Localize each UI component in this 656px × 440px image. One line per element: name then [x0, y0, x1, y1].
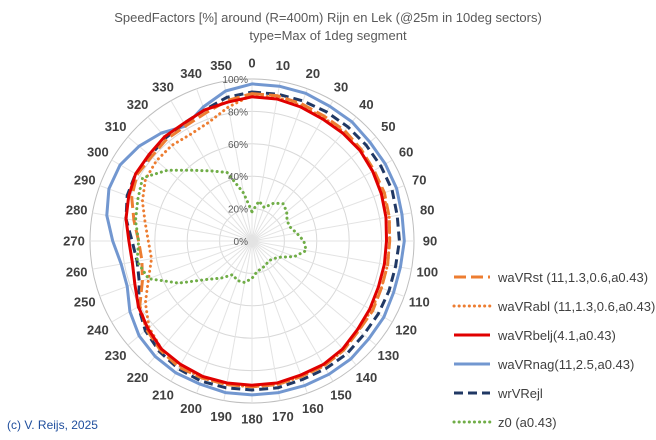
- series-lines: [105, 82, 406, 397]
- legend-label: waVRabl (11,1.3,0.6,a0.43): [498, 298, 656, 314]
- direction-label: 70: [412, 173, 426, 188]
- direction-label: 270: [63, 234, 85, 249]
- direction-label: 330: [152, 79, 174, 94]
- radial-tick-label: 20%: [228, 205, 248, 216]
- legend-item: waVRabl (11,1.3,0.6,a0.43): [452, 297, 655, 315]
- direction-label: 350: [210, 58, 232, 73]
- grid-spoke: [251, 240, 357, 366]
- direction-label: 210: [152, 388, 174, 403]
- direction-label: 170: [272, 409, 294, 424]
- direction-label: 200: [180, 401, 202, 416]
- legend-item: waVRst (11,1.3,0.6,a0.43): [452, 268, 648, 286]
- legend-swatch: [454, 391, 490, 395]
- radial-tick-label: 40%: [228, 172, 248, 183]
- radial-grid: [89, 78, 415, 404]
- radial-tick-label: 80%: [228, 107, 248, 118]
- direction-label: 160: [302, 401, 324, 416]
- legend-item: waVRnag(11,2.5,a0.43): [452, 355, 634, 373]
- direction-label: 90: [423, 234, 437, 249]
- direction-label: 340: [180, 66, 202, 81]
- grid-spoke: [251, 240, 334, 382]
- grid-spoke: [223, 240, 253, 401]
- direction-label: 10: [276, 58, 290, 73]
- series-line: [124, 90, 401, 392]
- legend-label: waVRst (11,1.3,0.6,a0.43): [498, 269, 649, 285]
- chart-title: SpeedFactors [%] around (R=400m) Rijn en…: [114, 10, 542, 25]
- grid-spoke: [251, 240, 377, 346]
- direction-label: 180: [241, 412, 263, 427]
- direction-label: 240: [87, 323, 109, 338]
- direction-label: 260: [66, 264, 88, 279]
- grid-spoke: [99, 240, 253, 297]
- direction-label: 40: [359, 97, 373, 112]
- radial-tick-label: 0%: [234, 237, 249, 248]
- grid-spoke: [251, 240, 281, 401]
- direction-label: 310: [105, 119, 127, 134]
- series-line: [130, 92, 392, 389]
- direction-label: 60: [399, 145, 413, 160]
- grid-spoke: [92, 240, 253, 270]
- grid-spoke: [196, 240, 253, 394]
- legend-item: z0 (a0.43): [452, 413, 557, 431]
- direction-label: 140: [356, 370, 378, 385]
- grid-spoke: [170, 240, 253, 382]
- direction-label: 250: [74, 294, 96, 309]
- direction-label: 80: [420, 203, 434, 218]
- series-line: [105, 82, 406, 397]
- direction-label: 230: [105, 348, 127, 363]
- chart-subtitle: type=Max of 1deg segment: [249, 28, 407, 43]
- radial-tick-label: 100%: [222, 75, 248, 86]
- direction-label: 220: [127, 370, 149, 385]
- series-line: [124, 95, 388, 387]
- grid-spoke: [251, 100, 334, 242]
- legend-swatch: [454, 362, 490, 366]
- legend-label: wrVRejl: [498, 385, 543, 401]
- grid-spoke: [251, 159, 393, 242]
- radial-tick-labels: 0% 20% 40% 60% 80% 100%: [222, 75, 248, 248]
- direction-label: 30: [334, 79, 348, 94]
- direction-label: 110: [409, 294, 430, 309]
- direction-label: 280: [66, 203, 88, 218]
- direction-label: 190: [210, 409, 232, 424]
- legend-swatch: [452, 420, 492, 424]
- direction-label: 100: [416, 264, 438, 279]
- legend-item: wrVRejl: [452, 384, 543, 402]
- legend-swatch: [454, 333, 490, 337]
- legend-label: z0 (a0.43): [498, 414, 557, 430]
- direction-label: 130: [378, 348, 400, 363]
- radial-tick-label: 60%: [228, 140, 248, 151]
- grid-spoke: [251, 88, 308, 242]
- direction-label: 290: [74, 173, 96, 188]
- grid-spoke: [251, 240, 308, 394]
- grid-spoke: [92, 212, 253, 242]
- legend-swatch: [452, 304, 492, 308]
- legend-swatch: [454, 275, 490, 279]
- copyright-credit: (c) V. Reijs, 2025: [7, 418, 98, 432]
- grid-spoke: [251, 136, 377, 242]
- direction-label: 150: [330, 388, 352, 403]
- direction-label: 300: [87, 145, 109, 160]
- direction-label: 120: [395, 323, 417, 338]
- direction-label: 0: [248, 56, 255, 71]
- grid-spoke: [251, 81, 281, 242]
- grid-spoke: [99, 185, 253, 242]
- direction-label: 20: [306, 66, 320, 81]
- grid-spoke: [251, 116, 357, 242]
- series-line: [134, 168, 308, 285]
- legend-label: waVRnag(11,2.5,a0.43): [498, 356, 635, 372]
- direction-label: 320: [127, 97, 149, 112]
- legend-item: waVRbelj(4.1,a0.43): [452, 326, 616, 344]
- legend-label: waVRbelj(4.1,a0.43): [498, 327, 616, 343]
- grid-spoke: [147, 240, 253, 366]
- direction-label: 50: [381, 119, 395, 134]
- grid-spoke: [251, 185, 405, 242]
